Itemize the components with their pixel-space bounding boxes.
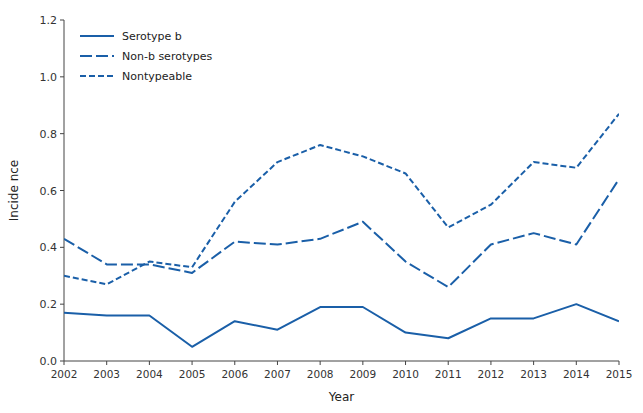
legend-label: Nontypeable bbox=[122, 70, 192, 83]
y-tick-label: 0.6 bbox=[40, 185, 58, 198]
y-axis-label: Incide nce bbox=[7, 160, 21, 221]
x-tick-label: 2013 bbox=[520, 368, 547, 380]
x-tick-label: 2012 bbox=[478, 368, 505, 380]
x-tick bbox=[106, 361, 107, 365]
y-tick-label: 0.4 bbox=[40, 241, 58, 254]
y-tick bbox=[60, 304, 64, 305]
y-tick bbox=[60, 247, 64, 248]
legend-label: Serotype b bbox=[122, 30, 182, 43]
series-line bbox=[64, 179, 619, 287]
x-tick-label: 2007 bbox=[264, 368, 291, 380]
y-tick bbox=[60, 133, 64, 134]
x-tick bbox=[576, 361, 577, 365]
y-tick-label: 1.0 bbox=[40, 71, 58, 84]
x-tick bbox=[619, 361, 620, 365]
legend-label: Non-b serotypes bbox=[122, 50, 212, 63]
series-line bbox=[64, 114, 619, 284]
x-tick-label: 2015 bbox=[606, 368, 633, 380]
x-tick bbox=[405, 361, 406, 365]
series-line bbox=[64, 304, 619, 347]
x-tick-label: 2008 bbox=[307, 368, 334, 380]
y-tick bbox=[60, 20, 64, 21]
x-tick bbox=[64, 361, 65, 365]
y-tick bbox=[60, 361, 64, 362]
x-tick-label: 2014 bbox=[563, 368, 590, 380]
y-tick-label: 0.0 bbox=[40, 355, 58, 368]
x-tick bbox=[533, 361, 534, 365]
x-tick bbox=[490, 361, 491, 365]
x-tick-label: 2004 bbox=[136, 368, 163, 380]
y-tick bbox=[60, 190, 64, 191]
x-tick bbox=[149, 361, 150, 365]
x-tick bbox=[320, 361, 321, 365]
x-tick-label: 2003 bbox=[93, 368, 120, 380]
x-tick-label: 2005 bbox=[179, 368, 206, 380]
x-tick bbox=[234, 361, 235, 365]
x-tick bbox=[192, 361, 193, 365]
x-tick-label: 2006 bbox=[221, 368, 248, 380]
legend: Serotype b Non-b serotypes Nontypeable bbox=[80, 30, 212, 83]
x-axis-line bbox=[64, 361, 619, 362]
y-tick-label: 0.8 bbox=[40, 128, 58, 141]
x-tick-label: 2002 bbox=[51, 368, 78, 380]
x-tick-label: 2009 bbox=[349, 368, 376, 380]
x-tick bbox=[277, 361, 278, 365]
x-tick-label: 2011 bbox=[435, 368, 462, 380]
legend-swatch bbox=[80, 75, 114, 77]
x-axis-label: Year bbox=[328, 390, 354, 404]
plot-area bbox=[64, 114, 619, 347]
chart: 0.0 0.2 0.4 0.6 0.8 1.0 1.2 2002 2003 2004 2005 200… bbox=[0, 0, 643, 413]
legend-swatch bbox=[80, 35, 114, 37]
x-tick bbox=[362, 361, 363, 365]
x-tick-label: 2010 bbox=[392, 368, 419, 380]
y-tick bbox=[60, 76, 64, 77]
y-tick-label: 1.2 bbox=[40, 14, 58, 27]
x-tick bbox=[448, 361, 449, 365]
y-tick-label: 0.2 bbox=[40, 298, 58, 311]
legend-swatch bbox=[80, 55, 114, 57]
